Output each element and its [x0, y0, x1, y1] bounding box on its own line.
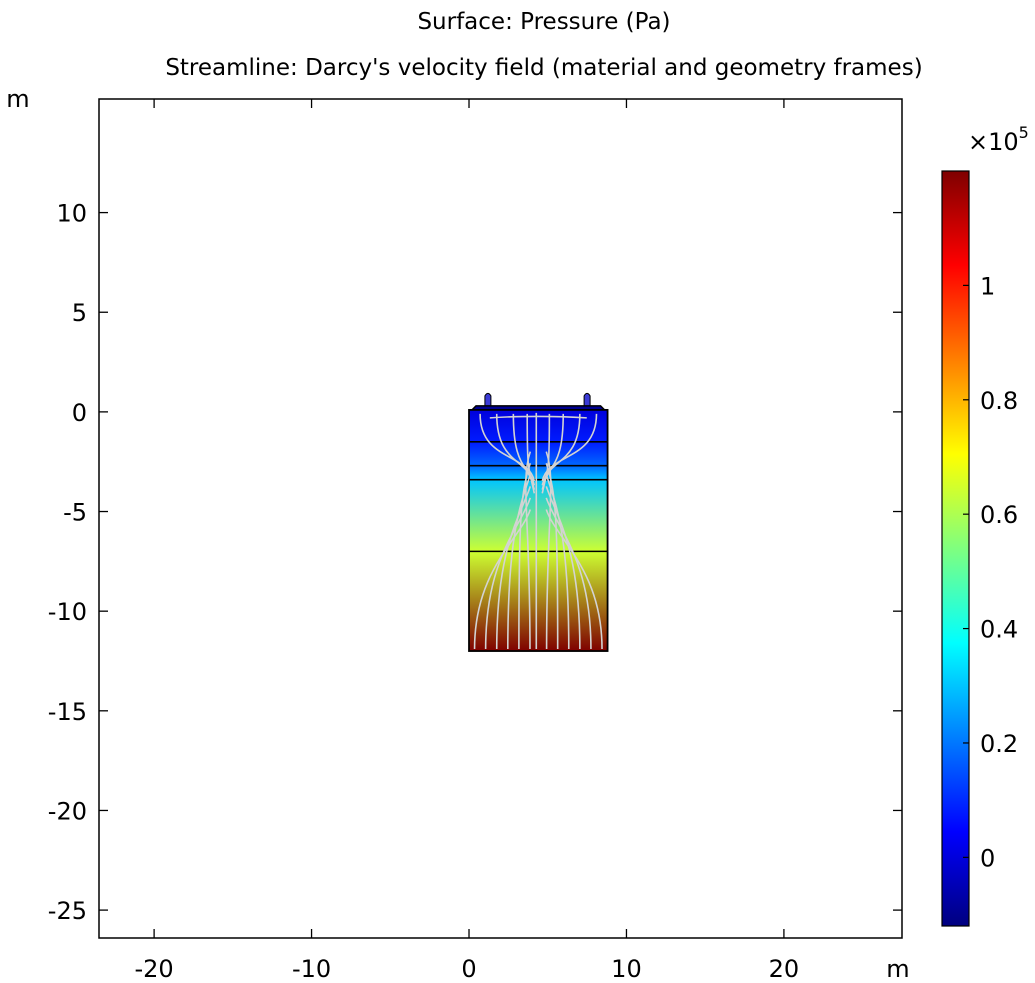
y-axis-ticks: 10 5 0 -5 -10 -15 -20 -25 [48, 200, 902, 925]
x-tick-label: -20 [135, 955, 174, 983]
colorbar-multiplier-exponent: 5 [1019, 123, 1029, 142]
y-tick-label: -15 [48, 698, 87, 726]
y-tick-label: 5 [72, 299, 87, 327]
chart-subtitle: Streamline: Darcy's velocity field (mate… [165, 55, 922, 81]
streamline [541, 413, 551, 494]
x-axis-ticks: -20 -10 0 10 20 [135, 99, 800, 983]
y-tick-label: 10 [56, 200, 87, 228]
streamlines [473, 412, 603, 650]
plot-frame [98, 98, 903, 939]
x-tick-label: 0 [461, 955, 476, 983]
streamline [545, 509, 603, 650]
streamline [545, 462, 559, 650]
colorbar: 0 0.2 0.4 0.6 0.8 1 ×105 [941, 123, 1029, 927]
y-tick-label: -10 [48, 598, 87, 626]
streamline [473, 509, 532, 650]
streamline [507, 474, 532, 650]
colorbar-gradient [941, 170, 970, 927]
colorbar-tick-label: 0.6 [980, 501, 1018, 529]
y-unit-label: m [6, 85, 29, 113]
x-unit-label: m [886, 955, 909, 983]
pressure-surface [468, 392, 609, 652]
colorbar-multiplier: ×105 [968, 123, 1029, 156]
colorbar-tick-label: 0.4 [980, 616, 1018, 644]
colorbar-tick-label: 0.2 [980, 730, 1018, 758]
chart-title: Surface: Pressure (Pa) [417, 9, 670, 35]
pressure-domain [468, 408, 609, 652]
colorbar-tick-label: 0.8 [980, 387, 1018, 415]
streamline [545, 474, 570, 650]
colorbar-ticks: 0 0.2 0.4 0.6 0.8 1 [963, 272, 1018, 872]
x-tick-label: -10 [292, 955, 331, 983]
streamline [489, 415, 587, 419]
streamline [541, 413, 598, 482]
colorbar-tick-label: 0 [980, 844, 995, 872]
y-tick-label: -25 [48, 897, 87, 925]
y-tick-label: -20 [48, 797, 87, 825]
colorbar-tick-label: 1 [980, 272, 995, 300]
x-tick-label: 20 [769, 955, 800, 983]
y-tick-label: -5 [63, 499, 87, 527]
x-tick-label: 10 [611, 955, 642, 983]
y-tick-label: 0 [72, 399, 87, 427]
colorbar-multiplier-base: ×10 [968, 128, 1019, 156]
streamline [479, 413, 536, 482]
streamline [518, 462, 532, 650]
streamline [526, 413, 536, 494]
